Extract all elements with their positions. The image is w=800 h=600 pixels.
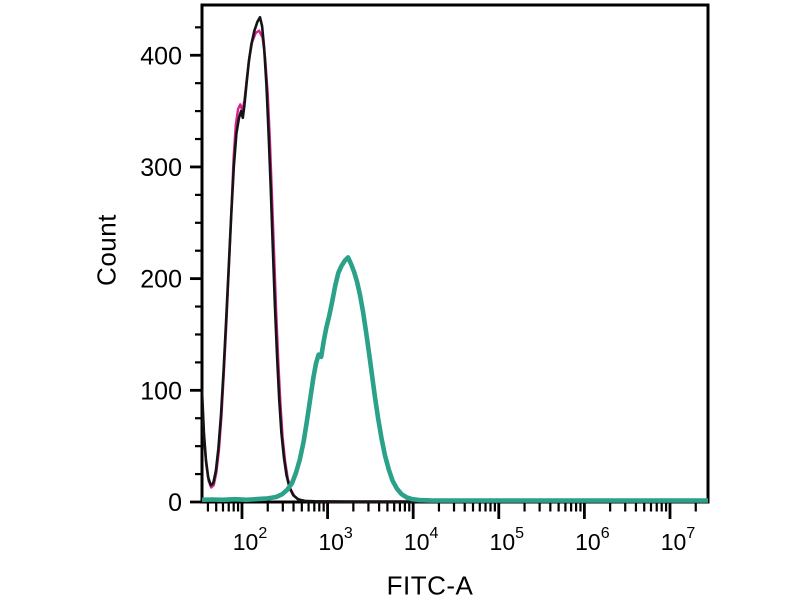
y-tick-label: 400 <box>140 42 182 70</box>
x-axis-title: FITC-A <box>386 570 474 600</box>
y-axis-title: Count <box>91 214 122 286</box>
x-tick-label: 106 <box>575 525 610 555</box>
x-tick-label: 104 <box>404 525 439 555</box>
x-tick-label: 102 <box>233 525 268 555</box>
plot-border <box>200 3 710 504</box>
x-tick-label: 105 <box>490 525 525 555</box>
y-tick-label: 200 <box>140 266 182 294</box>
y-tick-label: 100 <box>140 377 182 405</box>
series-curve-black <box>202 15 708 503</box>
y-tick-label: 300 <box>140 154 182 182</box>
series-curve-teal <box>202 255 708 503</box>
x-tick-label: 107 <box>661 525 696 555</box>
series-curve-magenta <box>202 29 708 503</box>
y-tick-label: 0 <box>168 489 182 517</box>
x-tick-label: 103 <box>318 525 353 555</box>
